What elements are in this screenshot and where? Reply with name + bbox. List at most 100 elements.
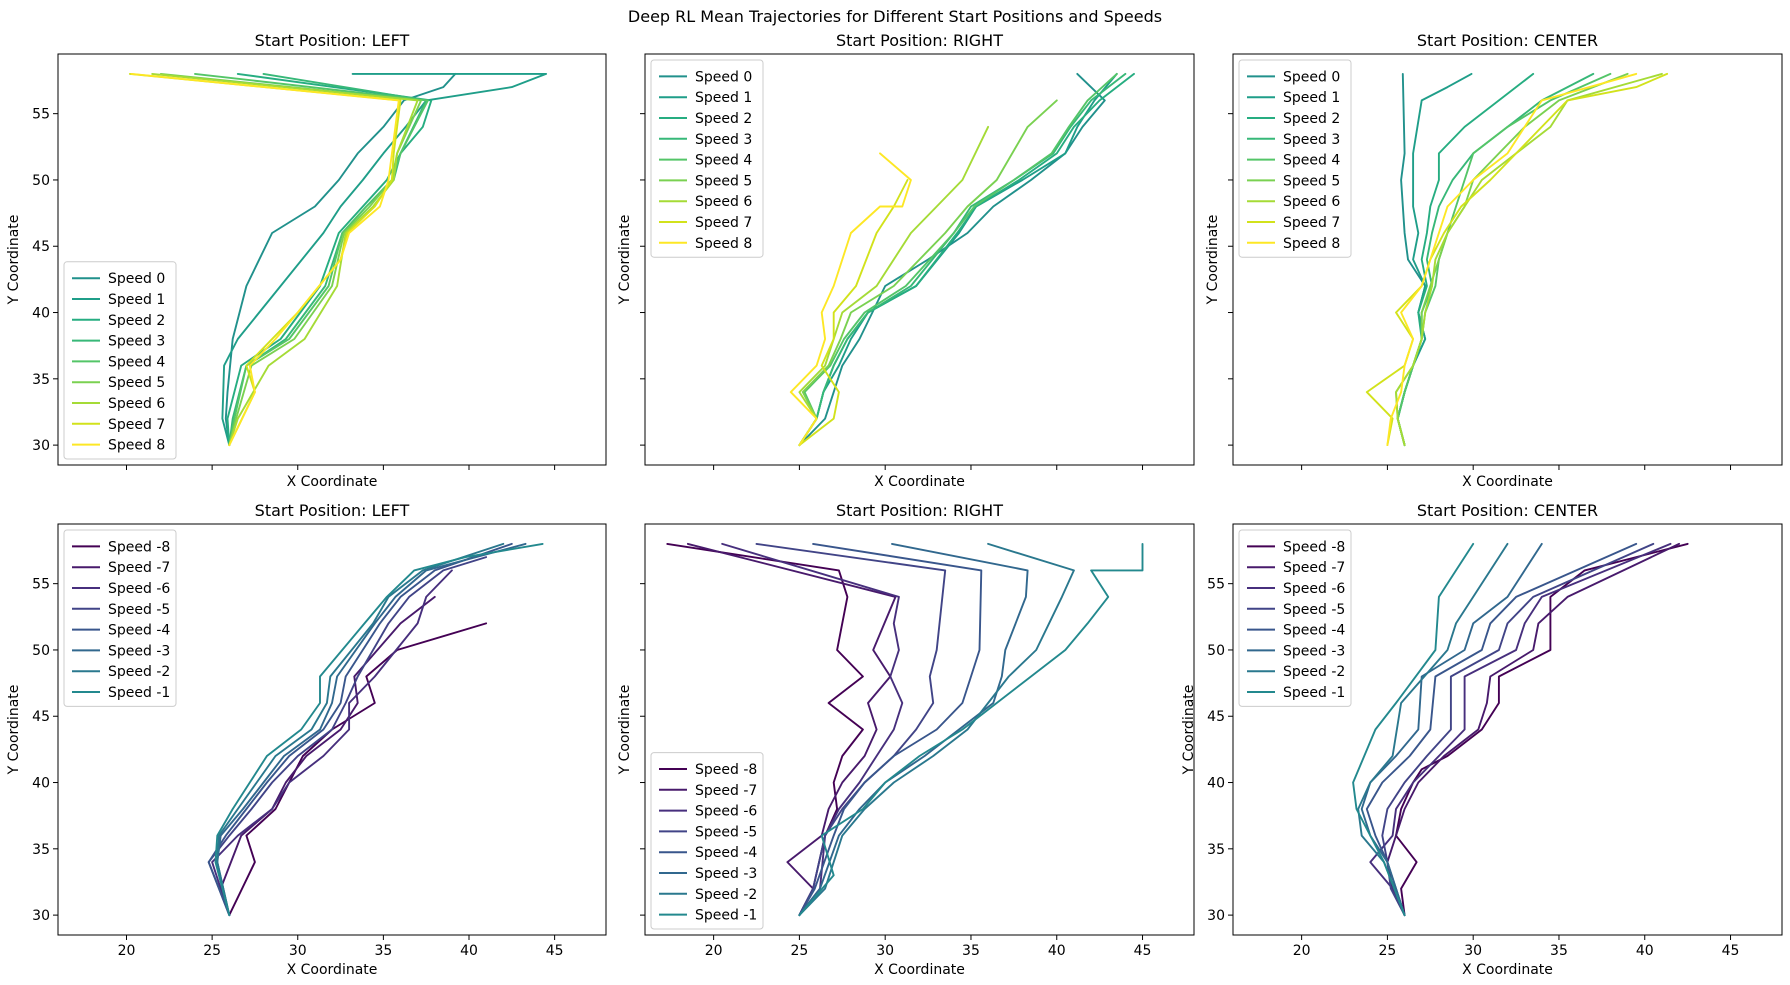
legend-label: Speed -2 (1283, 664, 1345, 680)
series-line-speed-5 (798, 99, 1058, 447)
legend-label: Speed -6 (1283, 581, 1345, 597)
series-line-speed--4 (207, 542, 513, 917)
subplot-bottom-left: Start Position: LEFT X Coordinate Y Coor… (6, 501, 607, 978)
axes-frame (644, 523, 1195, 936)
series-line-speed-1 (221, 72, 548, 447)
y-tick-label: 45 (1207, 709, 1225, 725)
legend-label: Speed -4 (695, 845, 757, 861)
series-line-speed-8 (130, 72, 400, 447)
y-tick-label: 55 (32, 577, 50, 593)
y-tick-label: 35 (32, 372, 50, 388)
y-axis-label: Y Coordinate (6, 215, 22, 306)
legend-label: Speed -6 (108, 581, 170, 597)
series-line-speed--8 (228, 622, 488, 917)
legend-label: Speed 5 (1283, 173, 1340, 189)
legend-label: Speed -4 (108, 623, 170, 639)
series-line-speed--2 (1357, 542, 1509, 917)
y-tick-label: 50 (32, 173, 50, 189)
legend-label: Speed 4 (695, 153, 752, 169)
subplot-title: Start Position: LEFT (255, 31, 410, 50)
x-axis-label: X Coordinate (287, 474, 378, 490)
legend-label: Speed 8 (108, 438, 165, 454)
legend-box (650, 752, 764, 930)
series-layer (128, 72, 548, 447)
x-tick-label: 40 (460, 943, 478, 959)
axes-frame (1232, 523, 1783, 936)
legend: Speed -8 Speed -7 Speed -6 Speed -5 Speed -4… (63, 529, 177, 707)
series-line-speed--1 (798, 542, 1144, 917)
series-line-speed--3 (798, 542, 1029, 917)
series-line-speed-6 (798, 125, 990, 447)
y-tick-label: 45 (32, 239, 50, 255)
legend-box (63, 261, 177, 460)
legend-label: Speed 4 (108, 354, 165, 370)
axes-frame (1232, 53, 1783, 466)
series-line-speed--7 (219, 595, 436, 917)
legend-label: Speed -8 (1283, 539, 1345, 555)
legend-box (650, 59, 764, 258)
legend-label: Speed 2 (108, 313, 165, 329)
figure-suptitle: Deep RL Mean Trajectories for Different … (628, 7, 1162, 26)
legend-label: Speed -3 (695, 866, 757, 882)
legend-label: Speed -1 (695, 908, 757, 924)
x-axis-label: X Coordinate (287, 962, 378, 978)
subplot-bottom-middle: Start Position: RIGHT X Coordinate Y Coo… (617, 501, 1195, 978)
legend-box (1238, 529, 1352, 707)
y-axis-label: Y Coordinate (1205, 215, 1221, 306)
x-tick-label: 35 (1550, 943, 1568, 959)
legend-label: Speed 5 (108, 375, 165, 391)
x-tick-label: 20 (705, 943, 723, 959)
legend-label: Speed 7 (108, 417, 165, 433)
legend-label: Speed 4 (1283, 153, 1340, 169)
legend-label: Speed 6 (108, 396, 165, 412)
series-line-speed--7 (1386, 542, 1681, 917)
x-tick-label: 35 (962, 943, 980, 959)
series-line-speed-3 (798, 72, 1127, 447)
x-axis-label: X Coordinate (1462, 962, 1553, 978)
y-tick-label: 50 (32, 643, 50, 659)
series-line-speed--2 (798, 542, 1075, 917)
series-line-speed--4 (1365, 542, 1638, 917)
x-tick-label: 30 (289, 943, 307, 959)
legend: Speed 0 Speed 1 Speed 2 Speed 3 Speed 4 Speed… (650, 59, 764, 258)
x-axis-label: X Coordinate (874, 962, 965, 978)
legend-label: Speed 2 (695, 111, 752, 127)
y-tick-label: 40 (32, 306, 50, 322)
series-layer (1365, 72, 1669, 447)
y-tick-label: 40 (32, 776, 50, 792)
legend-label: Speed -1 (1283, 685, 1345, 701)
legend-label: Speed 0 (108, 271, 165, 287)
legend-label: Speed 1 (695, 90, 752, 106)
y-tick-label: 35 (1207, 842, 1225, 858)
legend-label: Speed 3 (108, 334, 165, 350)
legend-label: Speed 8 (695, 236, 752, 252)
legend-label: Speed -2 (108, 664, 170, 680)
series-line-speed--3 (216, 542, 527, 917)
y-tick-label: 55 (32, 107, 50, 123)
x-tick-label: 20 (1293, 943, 1311, 959)
legend-label: Speed 1 (108, 292, 165, 308)
series-line-speed--1 (214, 542, 544, 917)
series-layer (789, 72, 1135, 447)
series-line-speed--7 (686, 542, 897, 917)
x-tick-label: 20 (118, 943, 136, 959)
series-line-speed-8 (789, 152, 912, 447)
axes-frame (57, 53, 607, 466)
series-line-speed-0 (224, 72, 457, 447)
legend-label: Speed -7 (695, 783, 757, 799)
y-tick-label: 30 (32, 908, 50, 924)
y-tick-label: 50 (1207, 643, 1225, 659)
series-line-speed--5 (755, 542, 947, 917)
series-line-speed-5 (159, 72, 423, 447)
legend-label: Speed 3 (1283, 132, 1340, 148)
y-axis-label: Y Coordinate (617, 685, 633, 776)
y-tick-label: 30 (32, 438, 50, 454)
x-tick-label: 35 (374, 943, 392, 959)
legend-label: Speed -6 (695, 804, 757, 820)
legend-label: Speed -5 (108, 602, 170, 618)
legend-box (63, 529, 177, 707)
subplot-title: Start Position: RIGHT (836, 501, 1003, 520)
legend-label: Speed 3 (695, 132, 752, 148)
